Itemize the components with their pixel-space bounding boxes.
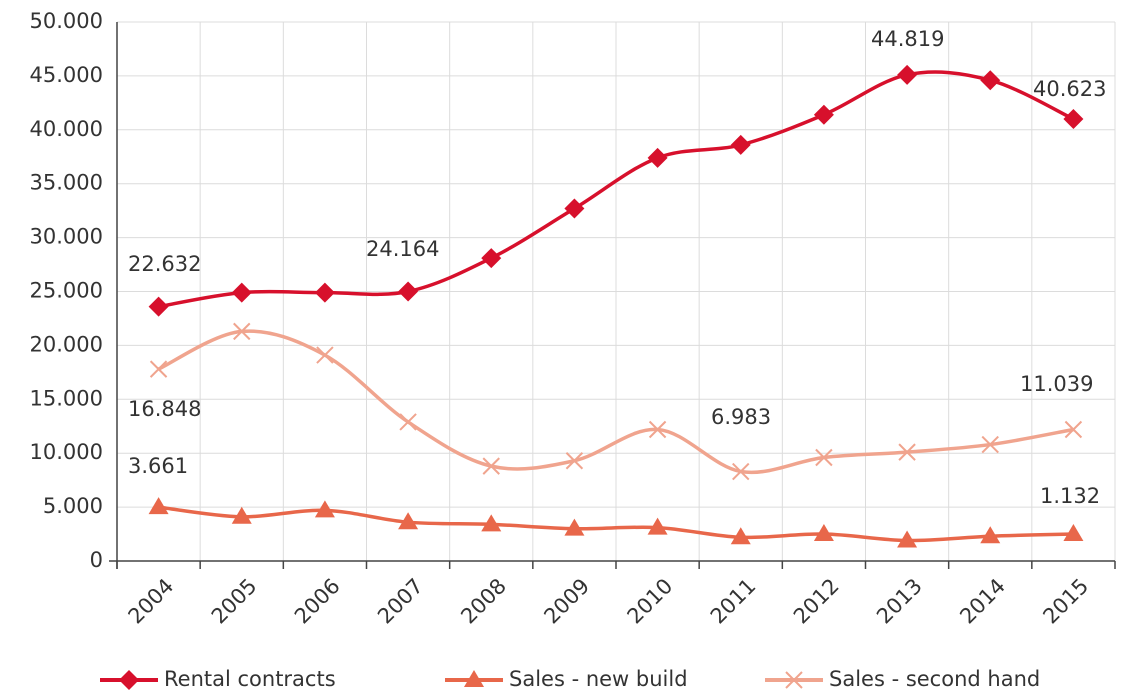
marker (149, 360, 168, 378)
marker (231, 282, 252, 303)
marker (648, 420, 667, 439)
marker (565, 452, 584, 470)
annotation: 22.632 (128, 252, 201, 276)
x-tick-label: 2012 (789, 574, 844, 629)
marker (647, 147, 668, 168)
annotation: 16.848 (128, 397, 201, 421)
marker (119, 670, 139, 690)
marker (398, 281, 419, 302)
marker (233, 322, 251, 341)
x-tick-label: 2011 (706, 574, 761, 629)
marker (148, 497, 169, 515)
annotation: 6.983 (711, 405, 771, 429)
x-tick-label: 2007 (373, 574, 428, 629)
y-tick-label: 25.000 (30, 279, 103, 303)
marker (730, 134, 751, 155)
marker (314, 500, 335, 518)
marker (980, 70, 1001, 91)
legend-label: Rental contracts (164, 667, 336, 691)
x-tick-label: 2010 (623, 574, 678, 629)
series-line (157, 329, 1074, 475)
legend-item: Rental contracts (100, 667, 336, 691)
annotation: 11.039 (1020, 372, 1093, 396)
marker (148, 296, 169, 317)
marker (464, 670, 484, 687)
marker (815, 448, 833, 467)
legend-item: Sales - second hand (765, 667, 1040, 691)
annotation: 24.164 (366, 237, 439, 261)
x-tick-label: 2006 (290, 574, 345, 629)
y-tick-label: 10.000 (30, 440, 103, 464)
legend-label: Sales - new build (509, 667, 688, 691)
series-line (158, 505, 1074, 543)
marker (398, 512, 419, 530)
marker (316, 346, 334, 364)
x-tick-label: 2004 (124, 574, 179, 629)
marker (481, 248, 502, 269)
marker (732, 462, 750, 481)
y-tick-label: 5.000 (43, 494, 103, 518)
y-tick-label: 50.000 (30, 9, 103, 33)
marker (647, 517, 668, 535)
y-tick-label: 0 (90, 548, 103, 572)
y-tick-label: 15.000 (30, 386, 103, 410)
annotation: 44.819 (871, 27, 944, 51)
marker (980, 526, 1001, 544)
marker (897, 64, 918, 85)
y-tick-label: 30.000 (30, 225, 103, 249)
marker (730, 527, 751, 545)
y-tick-label: 45.000 (30, 63, 103, 87)
marker (481, 514, 502, 532)
y-tick-label: 35.000 (30, 171, 103, 195)
marker (482, 457, 500, 475)
annotation: 3.661 (128, 454, 188, 478)
legend-item: Sales - new build (445, 667, 688, 691)
x-tick-label: 2009 (539, 574, 594, 629)
marker (231, 506, 252, 524)
x-tick-label: 2015 (1038, 574, 1093, 629)
y-tick-label: 40.000 (30, 117, 103, 141)
y-tick-label: 20.000 (30, 332, 103, 356)
marker (1063, 524, 1084, 542)
legend-label: Sales - second hand (829, 667, 1040, 691)
marker (1063, 109, 1084, 130)
annotation: 1.132 (1040, 484, 1100, 508)
x-tick-label: 2014 (955, 574, 1010, 629)
marker (314, 282, 335, 303)
x-tick-label: 2013 (872, 574, 927, 629)
marker (813, 104, 834, 125)
marker (785, 671, 803, 689)
marker (399, 413, 417, 431)
marker (564, 518, 585, 536)
marker (897, 530, 918, 548)
x-tick-label: 2005 (207, 574, 262, 629)
annotation: 40.623 (1033, 77, 1106, 101)
x-tick-label: 2008 (456, 574, 511, 629)
marker (564, 198, 585, 219)
marker (1064, 420, 1083, 439)
marker (813, 524, 834, 542)
marker (898, 443, 916, 461)
marker (981, 435, 999, 454)
